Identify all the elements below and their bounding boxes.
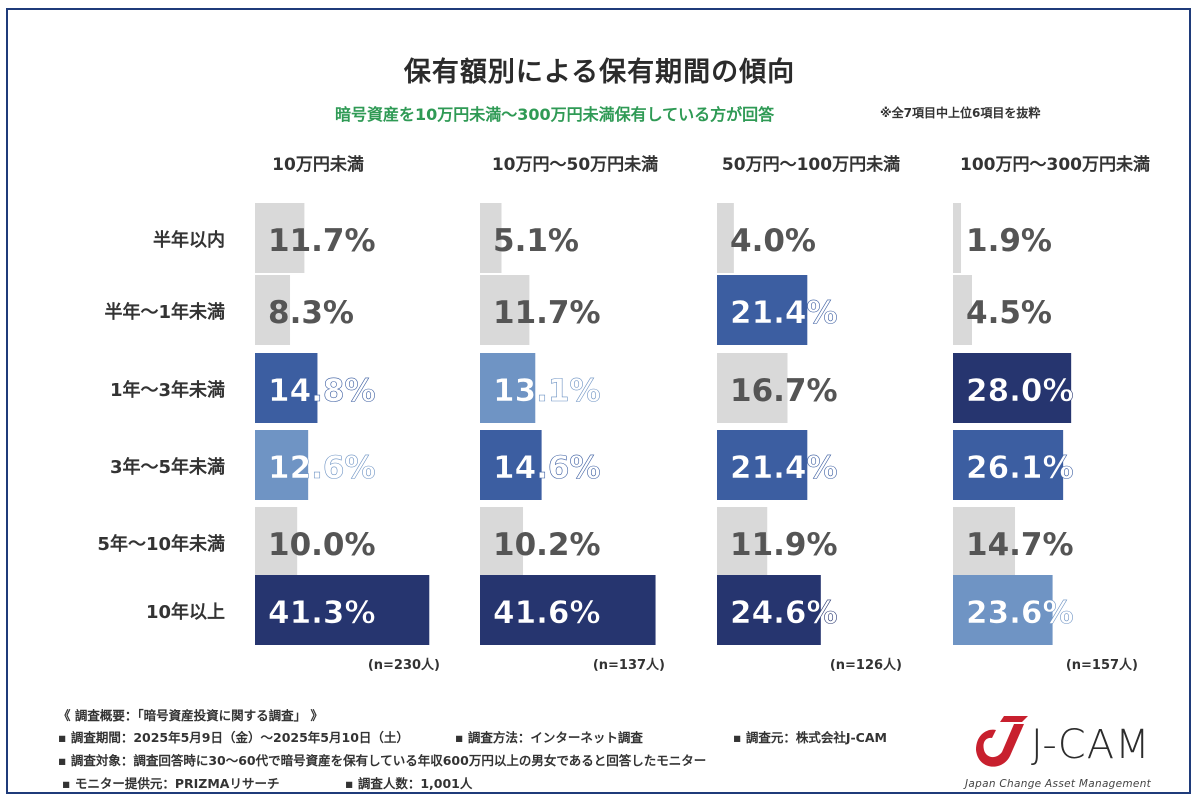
data-label: 26.1% (966, 450, 1074, 486)
bar (255, 275, 291, 345)
bar (717, 507, 768, 577)
sample-size-label: (n=137人) (593, 657, 665, 673)
bar (480, 430, 542, 500)
data-label: 10.0% (268, 527, 376, 563)
data-label: 11.7% (268, 223, 376, 259)
chart-note: ※全7項目中上位6項目を抜粋 (880, 106, 1041, 120)
data-label: 10.2% (493, 527, 601, 563)
footer-target: ▪ 調査対象：調査回答時に30〜60代で暗号資産を保有している年収600万円以上… (58, 753, 707, 768)
data-label: 23.6% (966, 595, 1074, 631)
bar (953, 275, 972, 345)
logo-tagline: Japan Change Asset Management (965, 778, 1152, 790)
category-label: 10年以上 (146, 601, 225, 623)
bar (480, 507, 524, 577)
bar (480, 353, 536, 423)
bar (255, 353, 318, 423)
data-label: 8.3% (268, 295, 354, 331)
series-header: 50万円〜100万円未満 (722, 154, 900, 175)
data-label: 14.6% (493, 450, 601, 486)
category-label: 1年〜3年未満 (110, 379, 225, 401)
jcam-logo-icon (976, 716, 1028, 767)
bar (480, 203, 502, 273)
data-label: 24.6% (730, 595, 838, 631)
bar (255, 203, 305, 273)
bar (953, 203, 962, 273)
bar (717, 430, 808, 500)
footer-method: ▪ 調査方法：インターネット調査 (455, 730, 643, 745)
bar (717, 275, 808, 345)
footer-overview: 《 調査概要：「暗号資産投資に関する調査」 》 (58, 708, 323, 723)
bar (717, 575, 821, 645)
data-label: 13.1% (493, 373, 601, 409)
data-label: 28.0% (966, 373, 1074, 409)
bar (255, 507, 298, 577)
footer-period: ▪ 調査期間：2025年5月9日（金）〜2025年5月10日（土） (58, 730, 409, 745)
footer-provider: ▪ モニター提供元：PRIZMAリサーチ (62, 776, 280, 791)
chart-title: 保有額別による保有期間の傾向 (403, 57, 796, 88)
series-header: 100万円〜300万円未満 (960, 154, 1150, 175)
bar (953, 575, 1053, 645)
data-label: 14.8% (268, 373, 376, 409)
footer-count: ▪ 調査人数：1,001人 (345, 776, 473, 791)
logo-text: J-CAM (1031, 722, 1151, 768)
bar (480, 575, 656, 645)
data-label: 4.0% (730, 223, 816, 259)
bar (480, 275, 530, 345)
data-label: 12.6% (268, 450, 376, 486)
data-label: 16.7% (730, 373, 838, 409)
category-label: 半年〜1年未満 (104, 301, 225, 323)
series-header: 10万円〜50万円未満 (492, 154, 658, 175)
bar (953, 430, 1064, 500)
data-label: 1.9% (966, 223, 1052, 259)
data-label: 5.1% (493, 223, 579, 259)
category-label: 半年以内 (153, 229, 225, 251)
category-label: 3年〜5年未満 (110, 456, 225, 478)
data-label: 4.5% (966, 295, 1052, 331)
chart-subtitle: 暗号資産を10万円未満〜300万円未満保有している方が回答 (335, 105, 775, 124)
bar (953, 353, 1072, 423)
bar (255, 575, 430, 645)
sample-size-label: (n=157人) (1066, 657, 1138, 673)
data-label: 21.4% (730, 295, 838, 331)
data-label: 41.6% (493, 595, 601, 631)
data-label: 21.4% (730, 450, 838, 486)
bar (717, 353, 788, 423)
bar (717, 203, 734, 273)
footer-source: ▪ 調査元：株式会社J-CAM (733, 730, 887, 745)
data-label: 41.3% (268, 595, 376, 631)
sample-size-label: (n=230人) (368, 657, 440, 673)
bar (255, 430, 309, 500)
series-header: 10万円未満 (272, 154, 364, 175)
data-label: 14.7% (966, 527, 1074, 563)
bar (953, 507, 1016, 577)
category-label: 5年〜10年未満 (97, 533, 225, 555)
sample-size-label: (n=126人) (830, 657, 902, 673)
data-label: 11.7% (493, 295, 601, 331)
data-label: 11.9% (730, 527, 838, 563)
